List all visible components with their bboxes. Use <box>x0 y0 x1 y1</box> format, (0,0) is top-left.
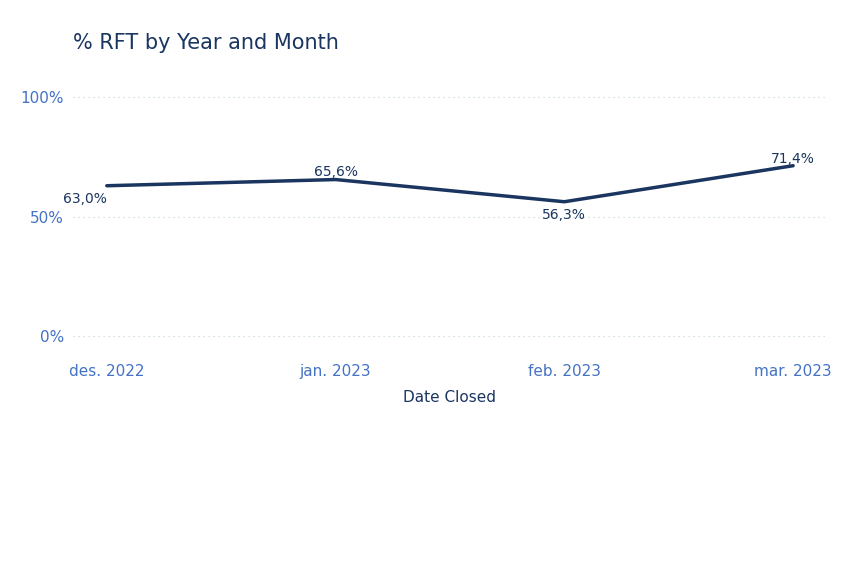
Text: 63,0%: 63,0% <box>63 192 106 206</box>
Text: % RFT by Year and Month: % RFT by Year and Month <box>72 33 338 53</box>
X-axis label: Date Closed: Date Closed <box>403 390 496 405</box>
Text: 56,3%: 56,3% <box>542 208 585 222</box>
Text: 65,6%: 65,6% <box>314 166 357 179</box>
Text: 71,4%: 71,4% <box>770 151 814 166</box>
